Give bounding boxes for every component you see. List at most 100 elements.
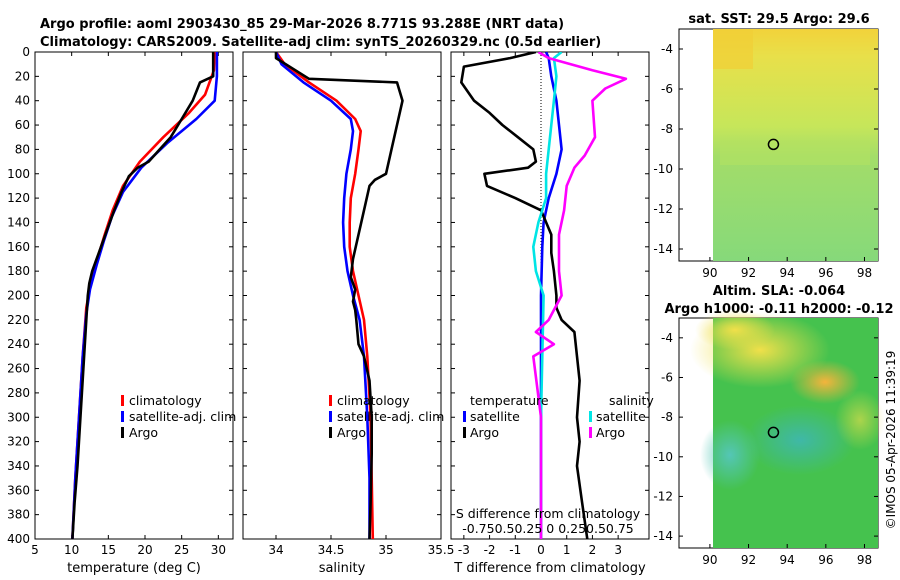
salinity-lines [274,52,404,539]
temperature-axes-box [34,51,234,540]
y-tick-label: 80 [15,142,30,156]
temperature-xlabel: temperature (deg C) [67,561,201,576]
map-x-tick-label: 98 [857,266,872,280]
legend-label-s-satellite: satellite [596,409,646,424]
legend-swatch-satellite [121,411,124,422]
y-tick-label: 240 [7,337,30,351]
sla-map-ticks: 90 92 94 96 98 -4 -6 -8 -10 -12 -14 [653,331,878,567]
legend-label-t-argo: Argo [470,425,499,440]
map-y-tick-label: -8 [661,410,673,424]
x-tick-label: 35 [378,543,393,557]
sla-teal-blob [745,405,855,475]
legend-label-satellite: satellite-adj. clim [129,409,236,424]
temperature-legend: climatology satellite-adj. clim Argo [121,393,236,440]
credit-text: ©IMOS 05-Apr-2026 11:39:19 [884,351,898,530]
difference-legend: temperature satellite Argo salinity sate… [463,393,654,440]
y-tick-label: 360 [7,483,30,497]
y-tick-label: 60 [15,118,30,132]
y-tick-label: 100 [7,167,30,181]
x-tick-label: 15 [101,543,116,557]
legend-label-climatology: climatology [129,393,202,408]
x-tick-label: 30 [211,543,226,557]
x-tick-label: 1 [563,543,571,557]
y-tick-label: 340 [7,459,30,473]
x-tick-label: 3 [614,543,622,557]
y-tick-label: 280 [7,386,30,400]
x-tick-label: -1 [509,543,521,557]
legend-label-t-satellite: satellite [470,409,520,424]
x-tick-label: 34.5 [318,543,345,557]
difference-ticks: -3 -2 -1 0 1 2 3 [451,51,649,557]
map-x-tick-label: 92 [741,266,756,280]
salinity-legend: climatology satellite-adj. clim Argo [329,393,444,440]
map-x-tick-label: 94 [780,553,795,567]
y-tick-label: 200 [7,289,30,303]
map-x-tick-label: 90 [702,266,717,280]
figure-title-line1: Argo profile: aoml 2903430_85 29-Mar-202… [40,17,564,32]
map-y-tick-label: -6 [661,82,673,96]
salinity-profile-panel: 34 34.5 35 35.5 salinity climatology satell… [242,51,455,576]
difference-xlabel: T difference from climatology [453,561,646,576]
y-tick-label: 300 [7,410,30,424]
series-line-climatology [274,52,375,539]
sla-yellow-blob-2 [695,310,775,350]
legend-swatch-argo [121,427,124,438]
map-y-tick-label: -4 [661,331,673,345]
series-line-satellite [531,52,563,539]
x-tick-label: 35.5 [428,543,455,557]
y-tick-label: 160 [7,240,30,254]
map-y-tick-label: -14 [653,529,673,543]
map-x-tick-label: 98 [857,553,872,567]
x-tick-label: 25 [174,543,189,557]
map-y-tick-label: -4 [661,42,673,56]
x-tick-label: 10 [64,543,79,557]
map-x-tick-label: 96 [818,266,833,280]
salinity-axes-box [242,51,442,540]
series-line-argo [531,52,628,539]
legend-header-temperature: temperature [470,393,549,408]
sst-map-ticks: 90 92 94 96 98 -4 -6 -8 -10 -12 -14 [653,42,878,280]
sla-teal-blob-2 [700,420,760,490]
sla-map-panel: Altim. SLA: -0.064 Argo h1000: -0.11 h20… [653,284,893,567]
sla-yellow-blob-3 [835,390,885,450]
series-line-satellite-adj-clim [274,52,371,539]
s-difference-top-ticks: -0.750.50.25 0 0.250.50.75 [462,521,634,536]
y-tick-label: 140 [7,215,30,229]
legend-header-salinity: salinity [609,393,654,408]
sla-field [690,310,885,548]
y-tick-label: 180 [7,264,30,278]
argo-position-marker [767,138,780,151]
legend-swatch-s-satellite [589,411,592,422]
map-y-tick-label: -12 [653,202,673,216]
salinity-ticks: 34 34.5 35 35.5 [243,51,455,557]
map-x-tick-label: 96 [818,553,833,567]
argo-position-marker [767,426,780,439]
figure-title-line2: Climatology: CARS2009. Satellite-adj cli… [40,35,601,50]
x-tick-label: 2 [589,543,597,557]
y-tick-label: 320 [7,435,30,449]
y-tick-label: 0 [22,45,30,59]
legend-label-argo: Argo [337,425,366,440]
sla-orange-blob [790,360,860,404]
legend-swatch-climatology [329,395,332,406]
legend-swatch-t-argo [463,427,466,438]
sst-band [720,140,870,165]
y-tick-label: 120 [7,191,30,205]
map-x-tick-label: 90 [702,553,717,567]
map-y-tick-label: -10 [653,450,673,464]
x-tick-label: 34 [268,543,283,557]
y-tick-label: 380 [7,508,30,522]
difference-profile-panel: -3 -2 -1 0 1 2 3 T difference from climatology… [450,51,654,576]
legend-label-s-argo: Argo [596,425,625,440]
y-tick-label: 260 [7,362,30,376]
s-difference-top-label: S difference from climatology [456,506,641,521]
legend-label-climatology: climatology [337,393,410,408]
legend-label-argo: Argo [129,425,158,440]
series-line-argo [274,52,404,539]
y-tick-label: 400 [7,532,30,546]
x-tick-label: 5 [31,543,39,557]
map-x-tick-label: 94 [780,266,795,280]
map-y-tick-label: -8 [661,122,673,136]
sst-warm-patch [713,29,753,69]
